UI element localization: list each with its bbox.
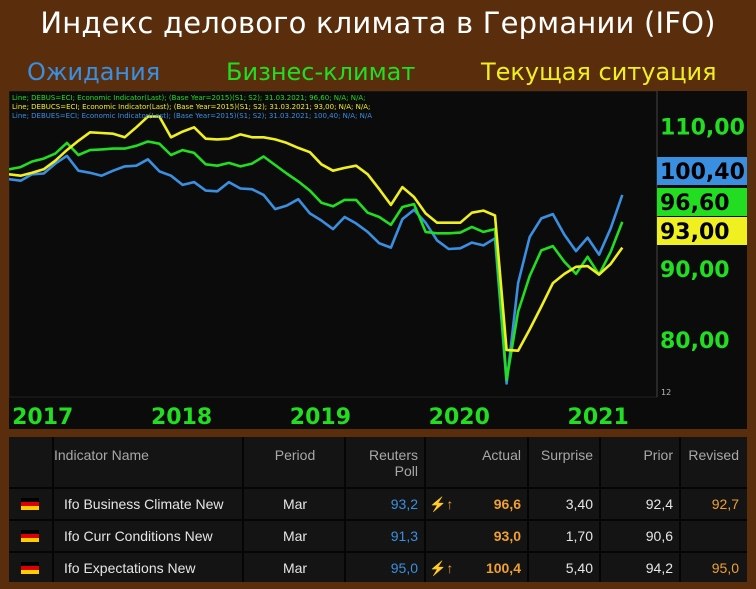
last-value-badge-current: 93,00 [657, 217, 747, 245]
row-poll: 93,2 [390, 496, 418, 512]
last-value-label: 96,60 [660, 191, 730, 216]
series-info-label: Line; DEBUS=ECI; Economic Indicator(Last… [12, 94, 366, 102]
row-revised [681, 521, 747, 551]
last-value-label: 93,00 [660, 220, 730, 245]
germany-flag-icon [21, 530, 39, 542]
header-prior: Prior [643, 447, 673, 463]
row-prior: 92,4 [645, 496, 673, 512]
row-poll: 91,3 [390, 528, 418, 544]
y-tick-label: 110,00 [660, 116, 745, 141]
header-revised: Revised [688, 447, 739, 463]
chart-panel: Line; DEBUS=ECI; Economic Indicator(Last… [8, 90, 747, 430]
row-name: Ifo Curr Conditions New [64, 528, 213, 544]
row-name: Ifo Business Climate New [64, 496, 224, 512]
indicator-table: Indicator Name Period Reuters Poll Actua… [9, 437, 747, 582]
row-actual: 96,6 [493, 496, 521, 512]
last-value-badge-climate: 96,60 [657, 188, 747, 216]
row-name: Ifo Expectations New [64, 560, 196, 576]
last-value-badge-expectations: 100,40 [657, 157, 747, 185]
series-line-climate [8, 140, 624, 382]
row-surprise: 5,40 [565, 560, 593, 576]
row-prior: 90,6 [645, 528, 673, 544]
header-period: Period [274, 447, 316, 463]
row-revised: 95,0 [711, 560, 739, 576]
x-tick-label: 2019 [290, 405, 351, 429]
plot-frame [8, 90, 658, 398]
table-row[interactable]: Ifo Curr Conditions New Mar 91,3 93,0 1,… [9, 521, 747, 551]
page-title: Индекс делового климата в Германии (IFO) [40, 6, 716, 40]
row-period: Mar [282, 496, 308, 512]
last-value-label: 100,40 [660, 160, 745, 185]
series-info-label: Line; DEBUES=ECI; Economic Indicator(Las… [12, 112, 372, 120]
header-poll: Reuters Poll [368, 447, 418, 479]
line-chart: Line; DEBUS=ECI; Economic Indicator(Last… [8, 90, 747, 430]
series-info-label: Line; DEBUCS=ECI; Economic Indicator(Las… [12, 103, 370, 111]
legend-current: Текущая ситуация [481, 58, 717, 86]
alert-icon [429, 521, 459, 551]
row-period: Mar [282, 528, 308, 544]
row-surprise: 3,40 [565, 496, 593, 512]
table-header: Indicator Name Period Reuters Poll Actua… [9, 437, 747, 487]
row-prior: 94,2 [645, 560, 673, 576]
row-actual: 100,4 [485, 560, 521, 576]
alert-up-icon: ⚡↑ [429, 559, 454, 576]
y-tick-label: 80,00 [660, 329, 730, 354]
header-surprise: Surprise [540, 447, 593, 463]
legend-expectations: Ожидания [27, 58, 161, 86]
header-actual: Actual [482, 447, 521, 463]
germany-flag-icon [21, 562, 39, 574]
row-actual: 93,0 [493, 528, 521, 544]
header-indicator: Indicator Name [54, 447, 149, 463]
table-row[interactable]: Ifo Expectations New Mar 95,0 ⚡↑ 100,4 5… [9, 553, 747, 583]
row-surprise: 1,70 [565, 528, 593, 544]
x-tick-label: 2017 [12, 405, 73, 429]
row-poll: 95,0 [390, 560, 418, 576]
alert-up-icon: ⚡↑ [429, 495, 454, 512]
germany-flag-icon [21, 498, 39, 510]
series-line-expectations [8, 154, 624, 385]
x-tick-label: 2021 [568, 405, 629, 429]
x-tick-label: 2020 [429, 405, 490, 429]
table-row[interactable]: Ifo Business Climate New Mar 93,2 ⚡↑ 96,… [9, 489, 747, 519]
x-tick-label: 2018 [151, 405, 212, 429]
row-revised: 92,7 [711, 496, 739, 512]
y-tick-label: 90,00 [660, 258, 730, 283]
axis-small-label: 12 [661, 388, 671, 397]
legend-climate: Бизнес-климат [226, 58, 416, 86]
row-period: Mar [282, 560, 308, 576]
series-line-current [8, 115, 624, 353]
